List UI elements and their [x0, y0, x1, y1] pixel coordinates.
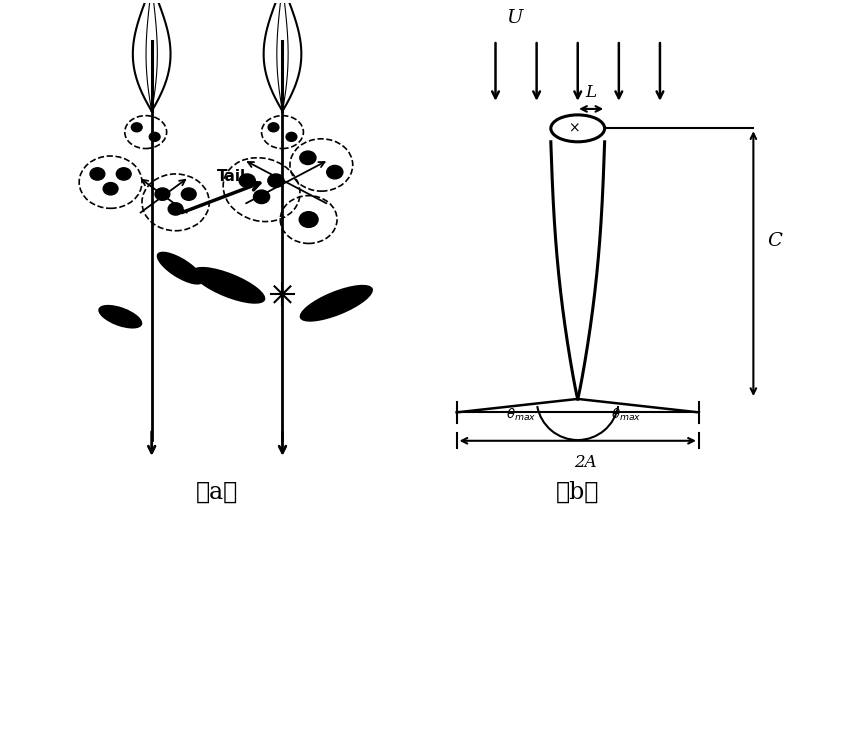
Ellipse shape — [168, 203, 183, 215]
Ellipse shape — [300, 285, 373, 322]
Text: $\theta_{max}$: $\theta_{max}$ — [611, 407, 642, 423]
Ellipse shape — [149, 133, 160, 142]
Text: L: L — [586, 84, 597, 102]
Ellipse shape — [192, 267, 266, 303]
Ellipse shape — [116, 168, 131, 180]
Ellipse shape — [157, 252, 204, 285]
Text: Tail: Tail — [217, 169, 246, 184]
Ellipse shape — [299, 212, 318, 227]
Ellipse shape — [132, 123, 142, 132]
Text: ×: × — [568, 121, 580, 136]
Ellipse shape — [104, 182, 118, 195]
Text: 2A: 2A — [574, 454, 597, 471]
Ellipse shape — [268, 123, 279, 132]
Ellipse shape — [286, 133, 297, 142]
Ellipse shape — [327, 166, 343, 179]
Ellipse shape — [551, 115, 604, 142]
Ellipse shape — [98, 305, 143, 328]
Text: C: C — [767, 232, 782, 250]
Ellipse shape — [239, 174, 256, 187]
Ellipse shape — [267, 174, 284, 187]
Text: （a）: （a） — [195, 481, 238, 504]
Ellipse shape — [155, 188, 170, 200]
Ellipse shape — [300, 151, 316, 164]
Ellipse shape — [254, 190, 270, 203]
Text: U: U — [506, 10, 522, 27]
Ellipse shape — [182, 188, 196, 200]
Text: $\theta_{max}$: $\theta_{max}$ — [507, 407, 537, 423]
Text: （b）: （b） — [556, 481, 599, 504]
Ellipse shape — [90, 168, 104, 180]
